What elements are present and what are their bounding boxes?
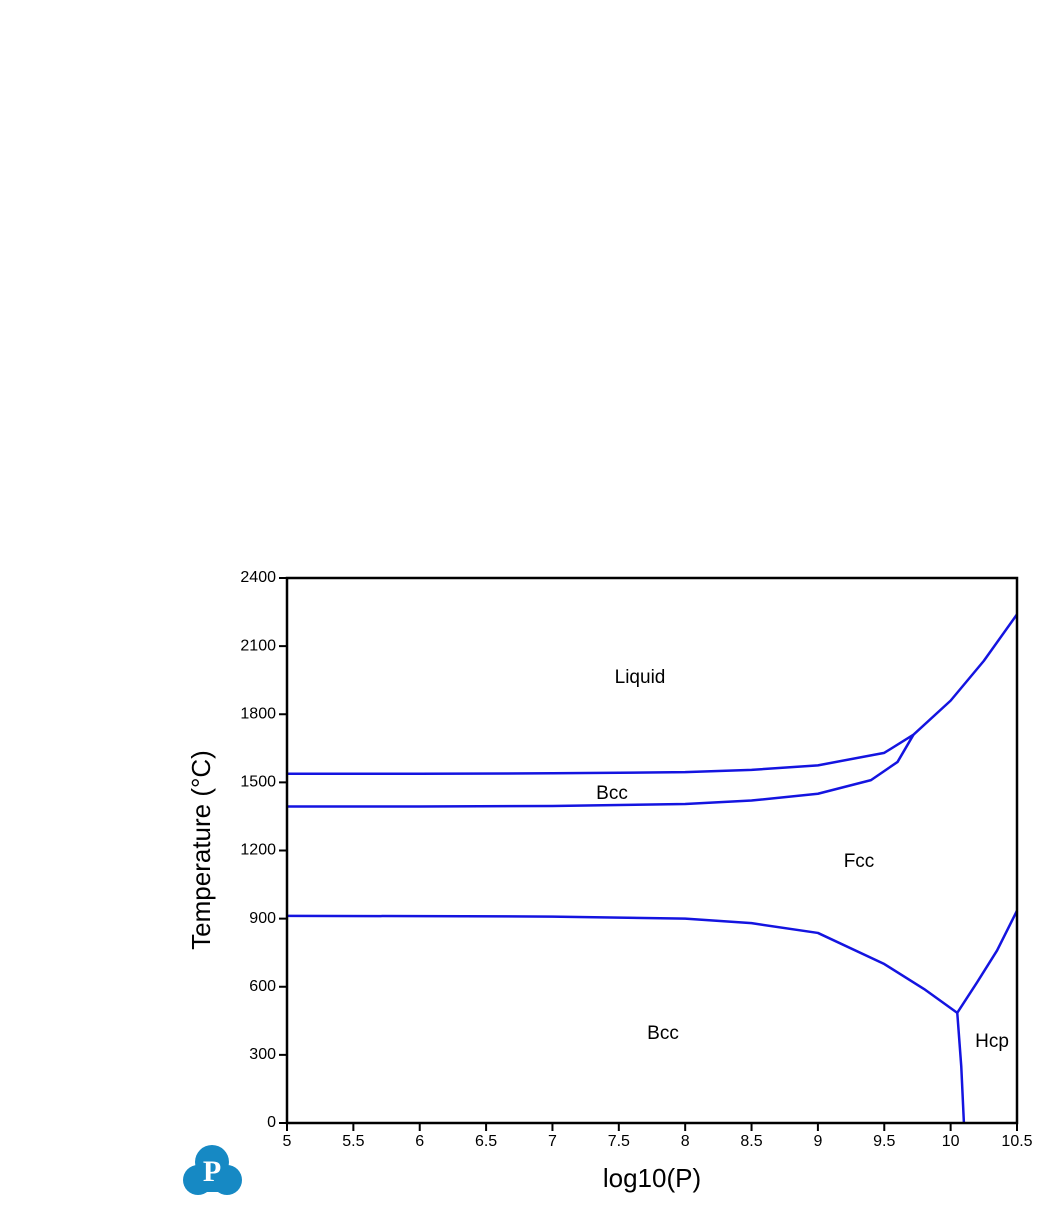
x-tick-label: 5	[283, 1133, 292, 1150]
y-tick-label: 1500	[240, 774, 276, 791]
y-tick-label: 600	[249, 978, 276, 995]
x-tick-label: 10.5	[1001, 1133, 1032, 1150]
phase-label: Bcc	[596, 783, 628, 804]
x-tick-label: 6	[415, 1133, 424, 1150]
y-tick-label: 2400	[240, 569, 276, 586]
phase-boundary	[287, 613, 1019, 775]
x-tick-label: 7.5	[608, 1133, 630, 1150]
logo: P	[183, 1145, 242, 1195]
y-tick-label: 900	[249, 910, 276, 927]
phase-boundary	[956, 1012, 966, 1124]
y-axis-label: Temperature (°C)	[186, 750, 216, 950]
x-tick-label: 5.5	[342, 1133, 364, 1150]
y-tick-label: 2100	[240, 637, 276, 654]
phase-boundary	[956, 910, 1019, 1014]
phase-label: Fcc	[844, 851, 875, 872]
x-tick-label: 7	[548, 1133, 557, 1150]
y-tick-label: 1200	[240, 842, 276, 859]
x-tick-label: 6.5	[475, 1133, 497, 1150]
y-tick-label: 300	[249, 1046, 276, 1063]
x-tick-label: 9.5	[873, 1133, 895, 1150]
y-tick-label: 0	[267, 1114, 276, 1131]
phase-boundary	[287, 734, 915, 808]
phase-label: Bcc	[647, 1023, 679, 1044]
y-tick-label: 1800	[240, 705, 276, 722]
x-tick-label: 8.5	[740, 1133, 762, 1150]
x-tick-label: 9	[813, 1133, 822, 1150]
x-tick-label: 8	[681, 1133, 690, 1150]
phase-label: Liquid	[615, 667, 666, 688]
x-tick-label: 10	[942, 1133, 960, 1150]
x-axis-label: log10(P)	[603, 1163, 701, 1193]
logo-letter: P	[203, 1155, 221, 1188]
phase-boundary	[286, 914, 959, 1014]
phase-label: Hcp	[975, 1031, 1009, 1052]
plot-frame	[285, 576, 1019, 1125]
